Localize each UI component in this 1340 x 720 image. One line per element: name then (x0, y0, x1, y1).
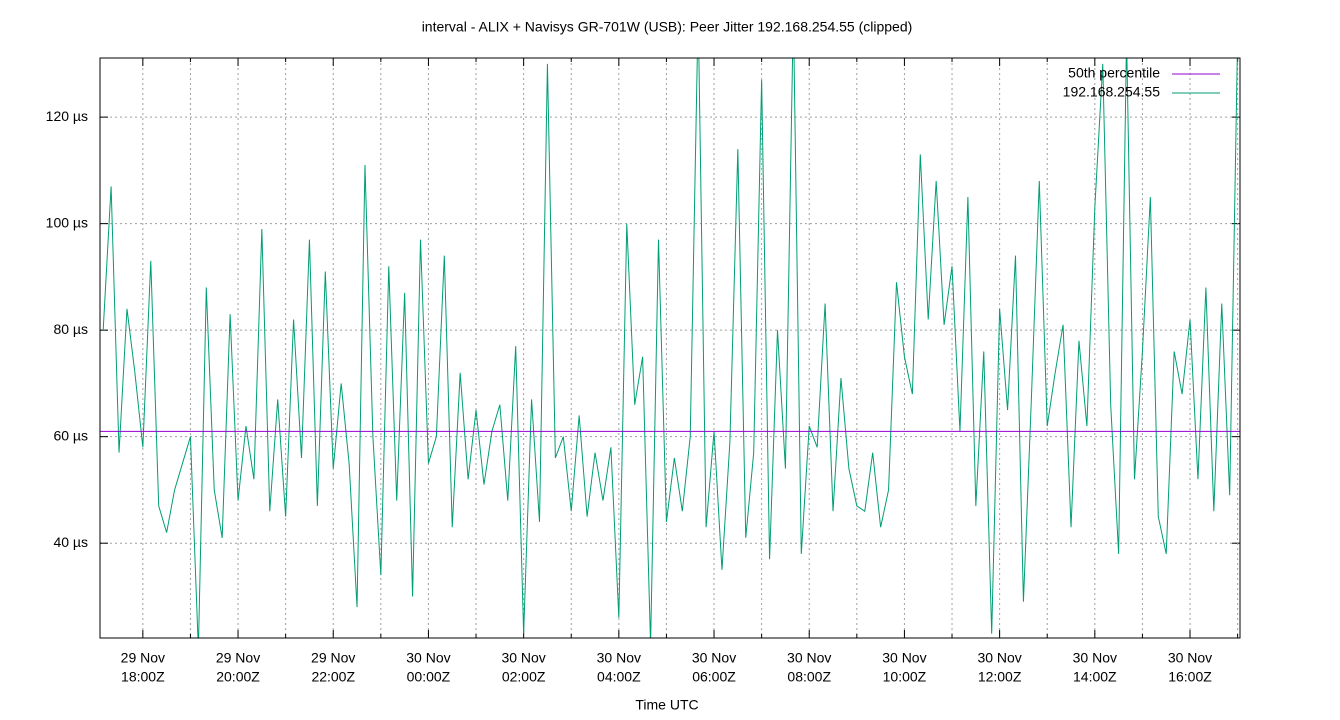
x-tick-time: 22:00Z (311, 669, 355, 685)
y-tick-label: 100 µs (46, 214, 88, 230)
x-tick-time: 04:00Z (597, 669, 641, 685)
plot-area (100, 58, 1240, 638)
x-tick-date: 30 Nov (882, 650, 926, 666)
plot-frame (99, 57, 1241, 639)
x-tick-date: 29 Nov (121, 650, 165, 666)
x-tick-date: 30 Nov (692, 650, 736, 666)
x-tick-date: 30 Nov (787, 650, 831, 666)
x-tick-date: 29 Nov (216, 650, 260, 666)
x-tick-date: 30 Nov (501, 650, 545, 666)
x-tick-date: 30 Nov (597, 650, 641, 666)
legend-label: 192.168.254.55 (1063, 84, 1161, 100)
x-tick-date: 30 Nov (977, 650, 1021, 666)
x-tick-time: 08:00Z (787, 669, 831, 685)
y-tick-label: 60 µs (53, 427, 88, 443)
chart-title: interval - ALIX + Navisys GR-701W (USB):… (422, 19, 913, 35)
x-tick-time: 06:00Z (692, 669, 736, 685)
x-tick-time: 16:00Z (1168, 669, 1212, 685)
x-tick-time: 14:00Z (1073, 669, 1117, 685)
x-tick-date: 30 Nov (406, 650, 450, 666)
y-tick-label: 40 µs (53, 534, 88, 550)
x-tick-time: 20:00Z (216, 669, 260, 685)
x-tick-time: 00:00Z (407, 669, 451, 685)
x-axis-label: Time UTC (635, 697, 698, 713)
legend-label: 50th percentile (1068, 65, 1160, 81)
y-tick-label: 80 µs (53, 321, 88, 337)
x-tick-time: 12:00Z (978, 669, 1022, 685)
data-line (102, 58, 1238, 638)
x-tick-date: 30 Nov (1073, 650, 1117, 666)
x-tick-date: 30 Nov (1168, 650, 1212, 666)
y-tick-label: 120 µs (46, 108, 88, 124)
x-tick-time: 02:00Z (502, 669, 546, 685)
x-tick-time: 18:00Z (121, 669, 165, 685)
x-tick-time: 10:00Z (883, 669, 927, 685)
x-tick-date: 29 Nov (311, 650, 355, 666)
